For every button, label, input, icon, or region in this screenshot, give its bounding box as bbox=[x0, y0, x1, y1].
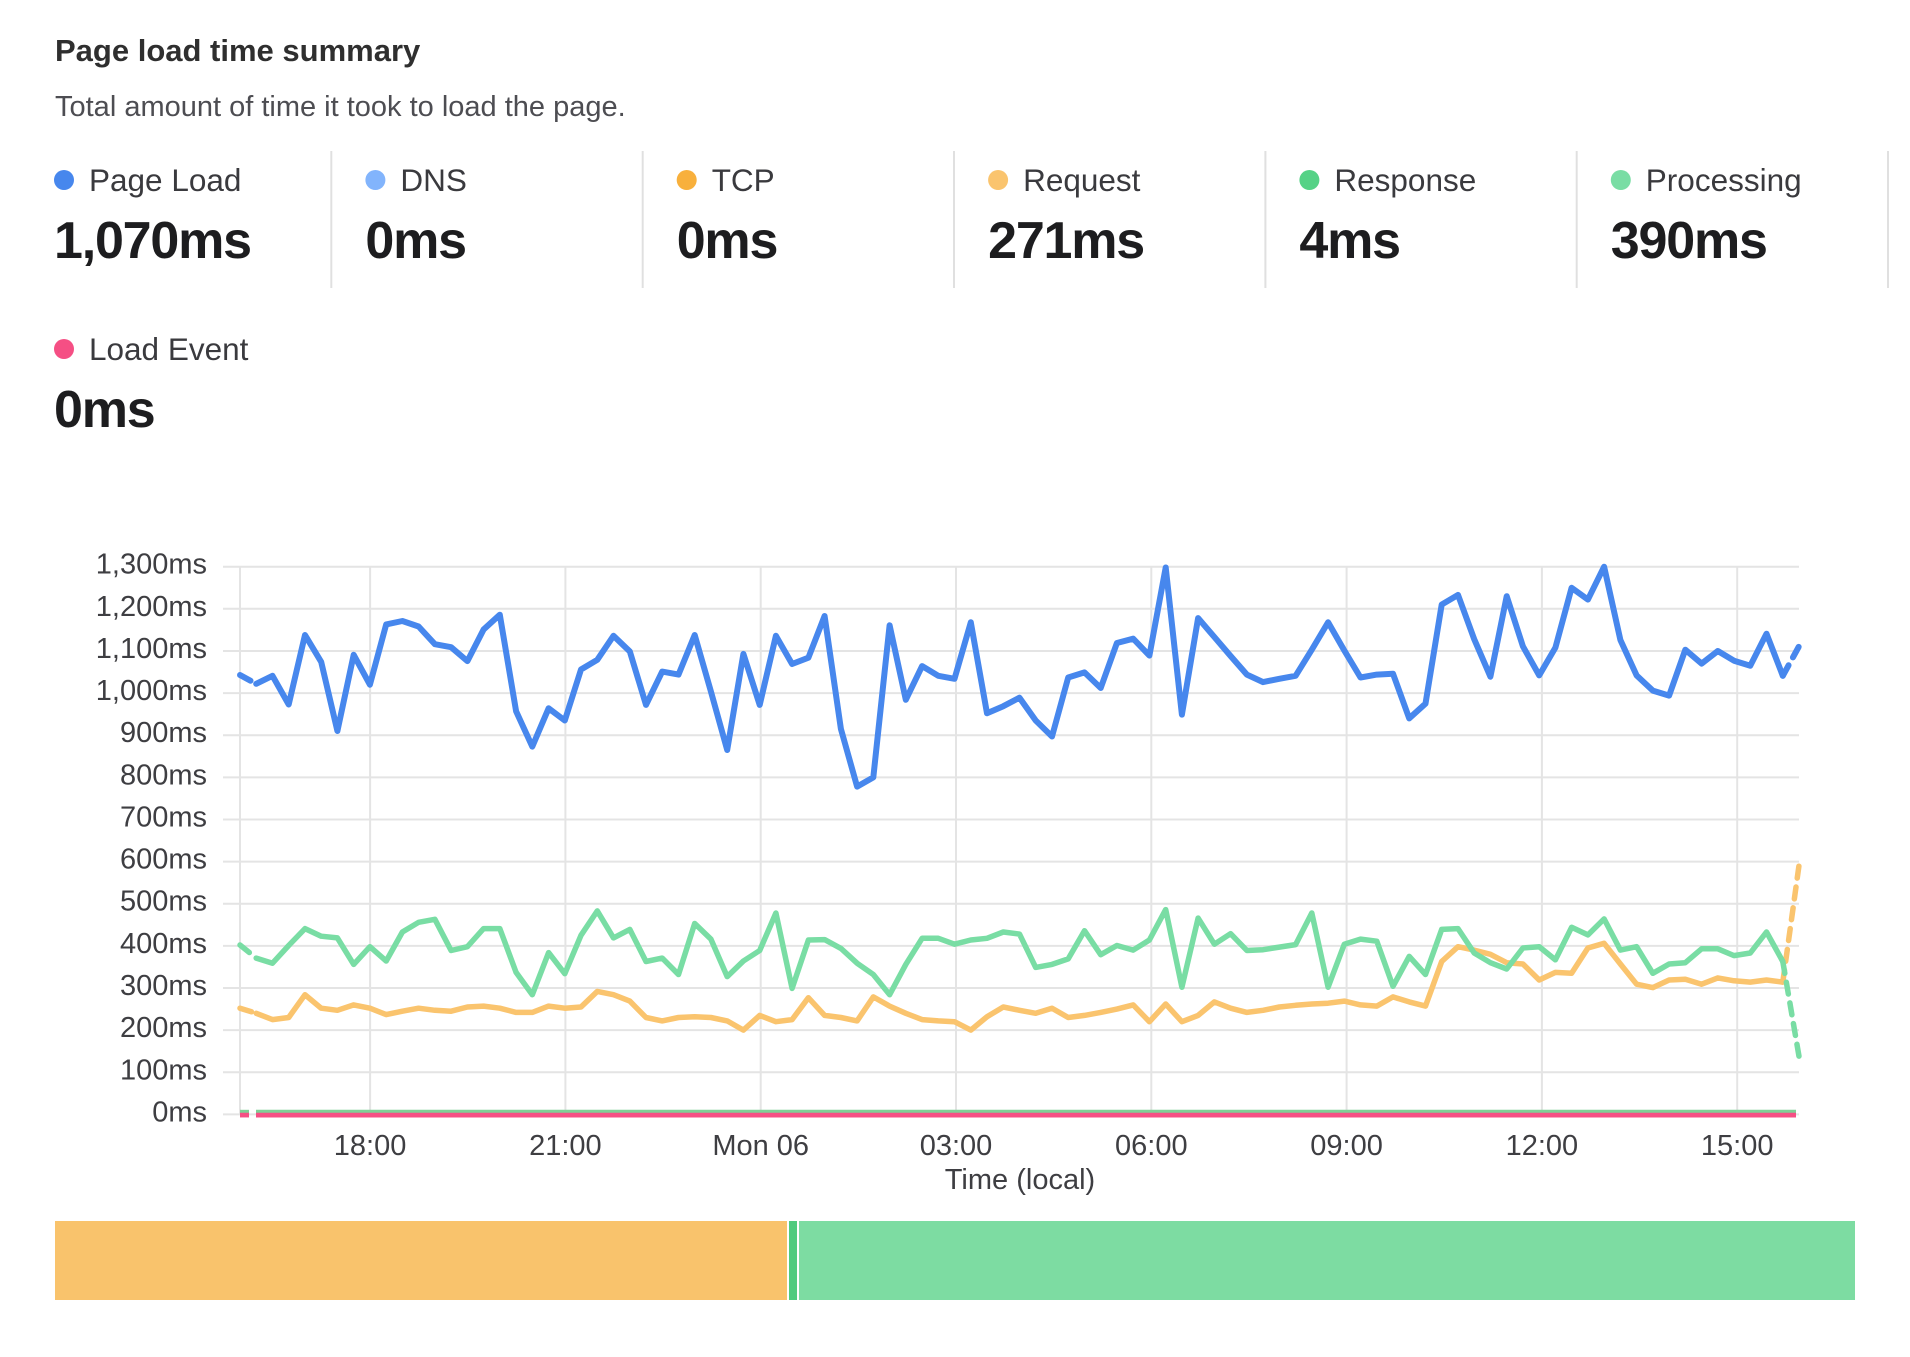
svg-text:1,200ms: 1,200ms bbox=[96, 591, 207, 623]
svg-text:800ms: 800ms bbox=[120, 759, 207, 791]
svg-text:18:00: 18:00 bbox=[334, 1130, 407, 1162]
svg-text:15:00: 15:00 bbox=[1701, 1130, 1774, 1162]
svg-text:1,000ms: 1,000ms bbox=[96, 675, 207, 707]
svg-text:Response: Response bbox=[1334, 162, 1476, 198]
svg-text:4ms: 4ms bbox=[1299, 212, 1399, 270]
svg-text:100ms: 100ms bbox=[120, 1054, 207, 1086]
svg-text:390ms: 390ms bbox=[1611, 212, 1767, 270]
svg-text:06:00: 06:00 bbox=[1115, 1130, 1188, 1162]
svg-text:1,300ms: 1,300ms bbox=[96, 549, 207, 581]
svg-text:271ms: 271ms bbox=[988, 212, 1144, 270]
svg-text:Request: Request bbox=[1023, 162, 1141, 198]
svg-text:0ms: 0ms bbox=[365, 212, 465, 270]
svg-text:600ms: 600ms bbox=[120, 844, 207, 876]
svg-text:DNS: DNS bbox=[400, 162, 467, 198]
svg-text:Total amount of time it took t: Total amount of time it took to load the… bbox=[55, 91, 626, 123]
svg-text:1,070ms: 1,070ms bbox=[54, 212, 251, 270]
svg-text:0ms: 0ms bbox=[54, 381, 154, 439]
svg-text:200ms: 200ms bbox=[120, 1012, 207, 1044]
svg-text:12:00: 12:00 bbox=[1506, 1130, 1579, 1162]
svg-text:03:00: 03:00 bbox=[920, 1130, 993, 1162]
svg-text:Load Event: Load Event bbox=[89, 331, 249, 367]
svg-text:Processing: Processing bbox=[1646, 162, 1802, 198]
svg-text:400ms: 400ms bbox=[120, 928, 207, 960]
svg-text:Time (local): Time (local) bbox=[945, 1164, 1095, 1196]
svg-text:900ms: 900ms bbox=[120, 717, 207, 749]
svg-text:1,100ms: 1,100ms bbox=[96, 633, 207, 665]
svg-text:Mon 06: Mon 06 bbox=[712, 1130, 809, 1162]
svg-text:21:00: 21:00 bbox=[529, 1130, 602, 1162]
svg-text:Page Load: Page Load bbox=[89, 162, 241, 198]
svg-text:700ms: 700ms bbox=[120, 802, 207, 834]
svg-text:TCP: TCP bbox=[712, 162, 775, 198]
svg-text:09:00: 09:00 bbox=[1310, 1130, 1383, 1162]
svg-text:500ms: 500ms bbox=[120, 886, 207, 918]
svg-text:300ms: 300ms bbox=[120, 970, 207, 1002]
svg-text:Page load time summary: Page load time summary bbox=[55, 33, 421, 68]
svg-text:0ms: 0ms bbox=[152, 1096, 207, 1128]
svg-text:0ms: 0ms bbox=[677, 212, 777, 270]
